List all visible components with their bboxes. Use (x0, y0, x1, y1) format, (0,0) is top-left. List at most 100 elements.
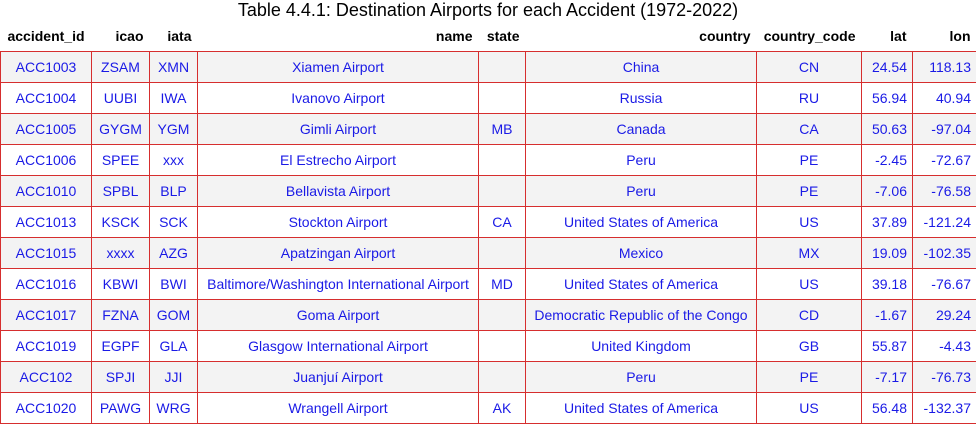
table-caption: Table 4.4.1: Destination Airports for ea… (237, 0, 739, 20)
cell-state (478, 361, 526, 393)
cell-state (478, 299, 526, 331)
cell-lat: 19.09 (861, 237, 913, 269)
cell-state: MB (478, 113, 526, 145)
header-state: state (486, 27, 520, 44)
cell-name: Juanjuí Airport (197, 361, 479, 393)
cell-country: Peru (525, 361, 757, 393)
cell-accident-id: ACC1017 (0, 299, 92, 331)
cell-iata: SCK (149, 206, 198, 238)
cell-country-code: CA (756, 113, 862, 145)
cell-iata: BWI (149, 268, 198, 300)
table-row: ACC1017 FZNA GOM Goma Airport Democratic Rep… (0, 299, 976, 331)
header-name: name (435, 27, 473, 44)
cell-lat: -7.06 (861, 175, 913, 207)
cell-iata: JJI (149, 361, 198, 393)
cell-name: Xiamen Airport (197, 51, 479, 83)
cell-lat: 39.18 (861, 268, 913, 300)
cell-accident-id: ACC1010 (0, 175, 92, 207)
cell-name: El Estrecho Airport (197, 144, 479, 176)
cell-iata: IWA (149, 82, 198, 114)
cell-state (478, 82, 526, 114)
cell-icao: KBWI (91, 268, 150, 300)
cell-lon: -76.67 (912, 268, 976, 300)
cell-country: United States of America (525, 206, 757, 238)
cell-name: Wrangell Airport (197, 392, 479, 424)
cell-country-code: PE (756, 175, 862, 207)
cell-state (478, 175, 526, 207)
cell-lon: 118.13 (912, 51, 976, 83)
cell-state: MD (478, 268, 526, 300)
cell-accident-id: ACC1015 (0, 237, 92, 269)
cell-country-code: CD (756, 299, 862, 331)
cell-iata: BLP (149, 175, 198, 207)
cell-country: Peru (525, 144, 757, 176)
cell-name: Bellavista Airport (197, 175, 479, 207)
cell-country-code: PE (756, 144, 862, 176)
table-row: ACC1004 UUBI IWA Ivanovo Airport Russia RU 56.… (0, 82, 976, 114)
cell-lon: -97.04 (912, 113, 976, 145)
table-row: ACC1019 EGPF GLA Glasgow International Airp… (0, 330, 976, 362)
cell-lat: 37.89 (861, 206, 913, 238)
cell-country-code: RU (756, 82, 862, 114)
cell-name: Goma Airport (197, 299, 479, 331)
cell-accident-id: ACC102 (0, 361, 92, 393)
cell-accident-id: ACC1020 (0, 392, 92, 424)
table-row: ACC1010 SPBL BLP Bellavista Airport Peru PE -7… (0, 175, 976, 207)
table-row: ACC1013 KSCK SCK Stockton Airport CA United S… (0, 206, 976, 238)
cell-lon: -72.67 (912, 144, 976, 176)
cell-name: Apatzingan Airport (197, 237, 479, 269)
cell-lon: 40.94 (912, 82, 976, 114)
cell-state (478, 330, 526, 362)
cell-accident-id: ACC1016 (0, 268, 92, 300)
cell-country-code: CN (756, 51, 862, 83)
cell-lat: -2.45 (861, 144, 913, 176)
cell-iata: GLA (149, 330, 198, 362)
cell-country-code: MX (756, 237, 862, 269)
header-accident-id: accident_id (7, 27, 85, 44)
header-country-code: country_code (763, 27, 856, 44)
table-row: ACC1016 KBWI BWI Baltimore/Washington Inter… (0, 268, 976, 300)
cell-iata: AZG (149, 237, 198, 269)
cell-country: United Kingdom (525, 330, 757, 362)
cell-lat: 56.48 (861, 392, 913, 424)
cell-lat: -1.67 (861, 299, 913, 331)
cell-state (478, 237, 526, 269)
cell-country: Mexico (525, 237, 757, 269)
header-lon: lon (949, 27, 971, 44)
cell-icao: SPJI (91, 361, 150, 393)
cell-lon: -76.73 (912, 361, 976, 393)
accidents-table: accident_id icao iata name state country… (0, 20, 976, 424)
table-row: ACC1020 PAWG WRG Wrangell Airport AK United S… (0, 392, 976, 424)
cell-icao: ZSAM (91, 51, 150, 83)
header-country: country (699, 27, 751, 44)
cell-icao: PAWG (91, 392, 150, 424)
cell-country-code: PE (756, 361, 862, 393)
header-icao: icao (115, 27, 144, 44)
cell-name: Gimli Airport (197, 113, 479, 145)
cell-lat: 50.63 (861, 113, 913, 145)
table-row: ACC1003 ZSAM XMN Xiamen Airport China CN 24.54… (0, 51, 976, 83)
cell-country-code: US (756, 268, 862, 300)
table-row: ACC102 SPJI JJI Juanjuí Airport Peru PE -7.17-… (0, 361, 976, 393)
cell-accident-id: ACC1013 (0, 206, 92, 238)
cell-iata: WRG (149, 392, 198, 424)
cell-icao: SPEE (91, 144, 150, 176)
cell-accident-id: ACC1006 (0, 144, 92, 176)
table-row: ACC1015 xxxx AZG Apatzingan Airport Mexico MX… (0, 237, 976, 269)
cell-accident-id: ACC1003 (0, 51, 92, 83)
cell-icao: FZNA (91, 299, 150, 331)
cell-country-code: US (756, 206, 862, 238)
cell-country-code: GB (756, 330, 862, 362)
cell-lon: 29.24 (912, 299, 976, 331)
cell-state: AK (478, 392, 526, 424)
cell-accident-id: ACC1019 (0, 330, 92, 362)
cell-lat: 55.87 (861, 330, 913, 362)
header-iata: iata (167, 27, 192, 44)
table-body: ACC1003 ZSAM XMN Xiamen Airport China CN 24.54… (0, 51, 976, 424)
cell-country: Peru (525, 175, 757, 207)
cell-icao: KSCK (91, 206, 150, 238)
cell-iata: GOM (149, 299, 198, 331)
cell-lon: -76.58 (912, 175, 976, 207)
header-lat: lat (890, 27, 907, 44)
cell-country-code: US (756, 392, 862, 424)
